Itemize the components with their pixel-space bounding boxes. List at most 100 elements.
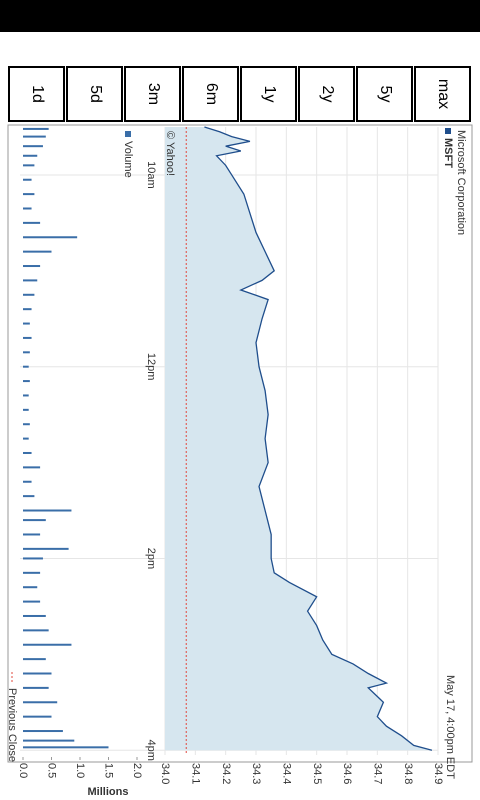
volume-bar <box>23 746 109 749</box>
y2-tick-label: 1.5 <box>103 763 115 778</box>
volume-bar <box>23 451 32 454</box>
volume-swatch <box>125 131 131 137</box>
volume-bar <box>23 509 72 512</box>
range-button[interactable]: 5d <box>66 66 123 122</box>
source: © Yahoo! <box>164 131 176 176</box>
volume-bar <box>23 250 52 253</box>
volume-bar <box>23 586 38 589</box>
volume-legend: Volume <box>122 141 134 178</box>
y2-tick-label: 1.0 <box>74 763 86 778</box>
volume-bar <box>23 351 30 354</box>
y2-tick-label: 2.0 <box>131 763 143 778</box>
y-tick-label: 34.2 <box>220 763 232 784</box>
y-tick-label: 34.4 <box>280 763 292 784</box>
volume-bar <box>23 423 30 426</box>
legend-swatch <box>445 128 451 134</box>
volume-bar <box>23 279 38 282</box>
volume-bar <box>23 178 32 181</box>
volume-bar <box>23 658 46 661</box>
range-button[interactable]: 3m <box>124 66 181 122</box>
volume-bar <box>23 480 32 483</box>
button-box <box>356 66 413 122</box>
button-label: 5y <box>377 86 394 103</box>
range-button[interactable]: 2y <box>298 66 355 122</box>
range-button[interactable]: 6m <box>182 66 239 122</box>
volume-bar <box>23 519 46 522</box>
y-tick-label: 34.3 <box>250 763 262 784</box>
x-tick-label: 10am <box>145 161 157 189</box>
y-tick-label: 34.8 <box>402 763 414 784</box>
volume-bar <box>23 557 43 560</box>
volume-bar <box>23 236 78 239</box>
volume-bar <box>23 629 49 632</box>
chart-title: Microsoft Corporation <box>455 130 467 235</box>
button-box <box>414 66 471 122</box>
range-button[interactable]: 5y <box>356 66 413 122</box>
volume-bar <box>23 365 29 368</box>
volume-bar <box>23 547 69 550</box>
volume-bar <box>23 701 58 704</box>
price-line <box>204 126 433 751</box>
range-button[interactable]: 1d <box>8 66 65 122</box>
volume-bar <box>23 135 46 138</box>
volume-bar <box>23 221 41 224</box>
button-box <box>240 66 297 122</box>
volume-bar <box>23 322 30 325</box>
button-label: 1d <box>29 85 46 103</box>
x-tick-label: 2pm <box>145 548 157 569</box>
y-tick-label: 34.6 <box>341 763 353 784</box>
button-box <box>298 66 355 122</box>
button-box <box>66 66 123 122</box>
volume-bar <box>23 614 46 617</box>
volume-bar <box>23 145 43 148</box>
volume-bar <box>23 495 35 498</box>
volume-bar <box>23 127 49 130</box>
volume-bar <box>23 207 32 210</box>
volume-bar <box>23 408 29 411</box>
y-tick-label: 34.5 <box>311 763 323 784</box>
x-tick-label: 12pm <box>145 353 157 381</box>
volume-bar <box>23 672 52 675</box>
previous-close-label: Previous Close <box>6 688 18 762</box>
button-label: 6m <box>203 83 220 105</box>
y-tick-label: 34.7 <box>371 763 383 784</box>
volume-bar <box>23 730 63 733</box>
status-bar <box>0 0 480 32</box>
volume-bar <box>23 164 35 167</box>
button-label: 5d <box>87 85 104 103</box>
volume-bar <box>23 739 75 742</box>
volume-bar <box>23 715 52 718</box>
price-area <box>165 127 432 751</box>
range-button[interactable]: max <box>414 66 471 122</box>
y2-tick-label: 0.0 <box>17 763 29 778</box>
volume-bar <box>23 600 41 603</box>
volume-bar <box>23 193 35 196</box>
volume-bar <box>23 437 29 440</box>
button-box <box>8 66 65 122</box>
volume-bar <box>23 265 41 268</box>
button-box <box>182 66 239 122</box>
range-button[interactable]: 1y <box>240 66 297 122</box>
y-tick-label: 34.9 <box>432 763 444 784</box>
volume-bar <box>23 293 35 296</box>
button-label: 2y <box>319 86 336 103</box>
volume-bar <box>23 380 30 383</box>
volume-bar <box>23 336 32 339</box>
y2-axis-label: Millions <box>88 786 129 798</box>
volume-bar <box>23 533 41 536</box>
chart-subtitle: May 17, 4:00pm EDT <box>444 675 456 779</box>
volume-bar <box>23 394 29 397</box>
volume-bar <box>23 154 38 157</box>
button-label: 3m <box>145 83 162 105</box>
volume-bar <box>23 466 41 469</box>
y2-tick-label: 0.5 <box>46 763 58 778</box>
y-tick-label: 34.0 <box>159 763 171 784</box>
volume-bar <box>23 643 72 646</box>
legend-label: MSFT <box>442 138 454 168</box>
button-label: max <box>435 79 452 109</box>
y-tick-label: 34.1 <box>189 763 201 784</box>
button-box <box>124 66 181 122</box>
volume-bar <box>23 308 32 311</box>
